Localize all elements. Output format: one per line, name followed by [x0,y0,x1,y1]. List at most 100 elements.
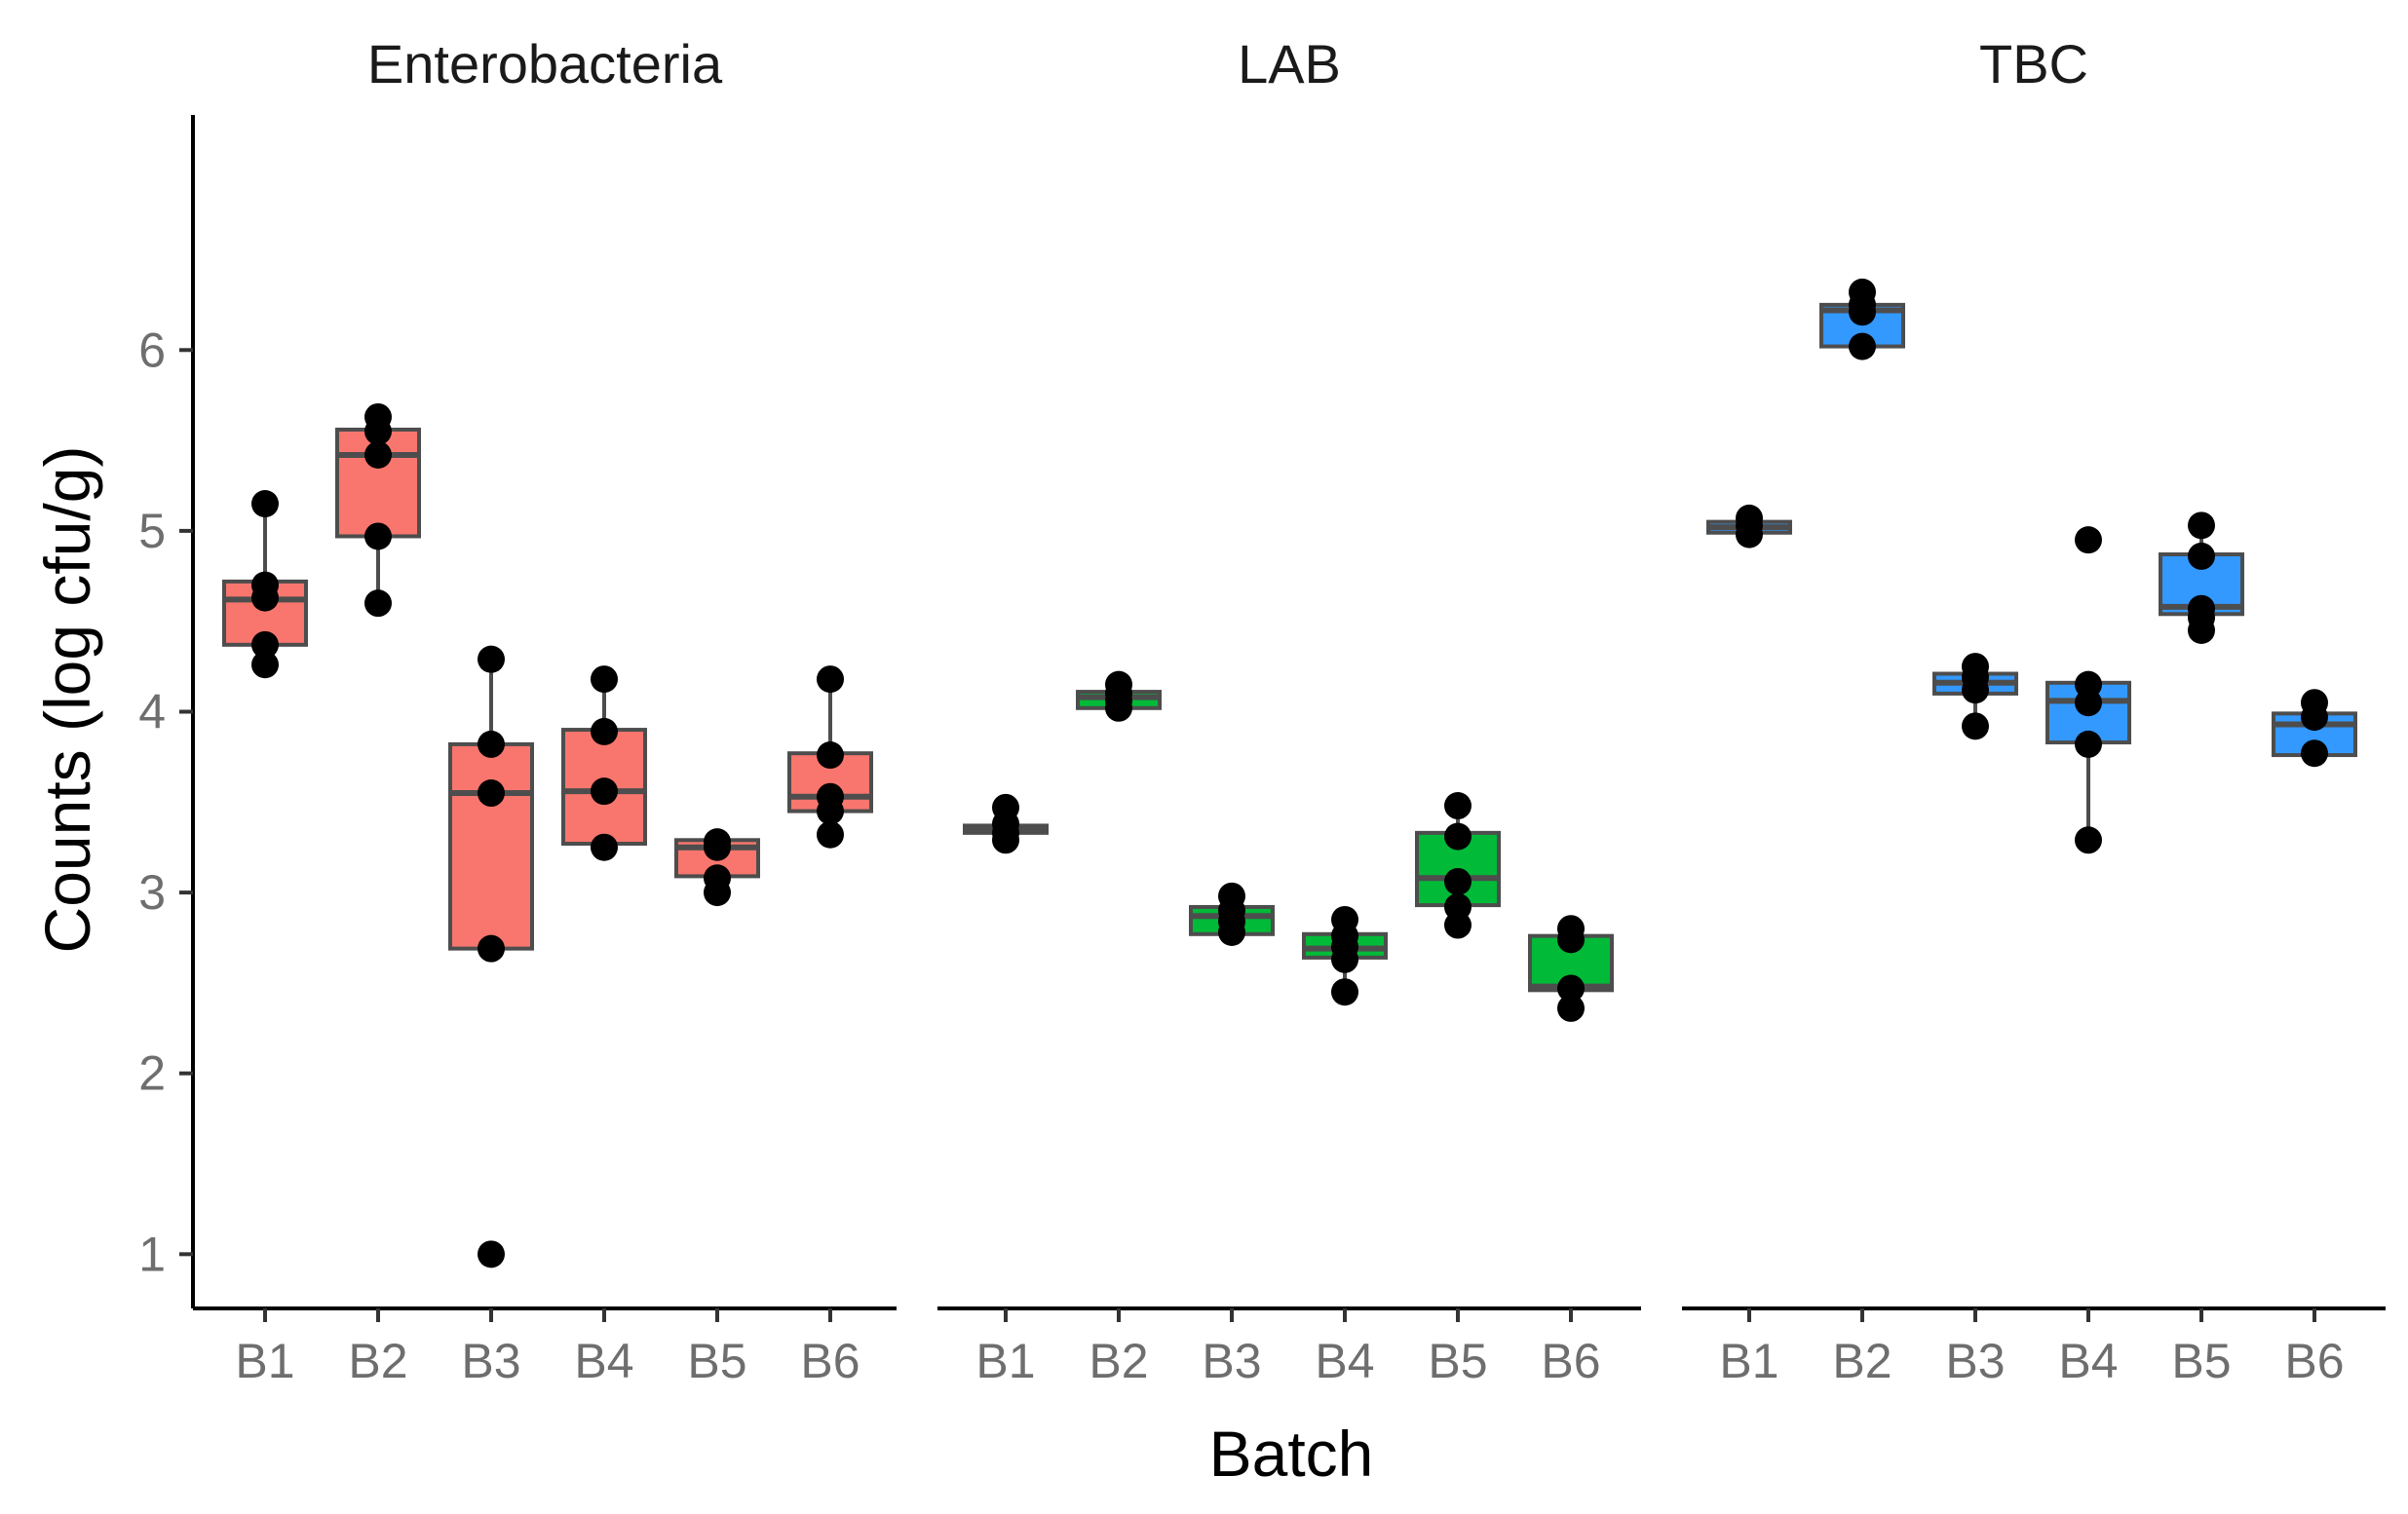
data-point [1557,926,1585,954]
x-tick-label: B2 [1832,1334,1892,1388]
x-tick-label: B5 [2171,1334,2231,1388]
data-point [1331,945,1358,973]
box-b3 [1932,653,2018,740]
y-tick-label: 1 [138,1227,166,1281]
data-point [251,584,279,612]
data-point [1218,918,1245,946]
x-tick-label: B1 [975,1334,1035,1388]
data-point [364,417,392,445]
data-point [1444,867,1472,895]
data-point [364,440,392,469]
box-b2 [335,402,421,618]
data-point [1962,712,1989,740]
x-tick-label: B1 [235,1334,294,1388]
x-tick-label: B5 [687,1334,746,1388]
data-point [817,741,844,770]
data-point [591,833,618,861]
facet-panel: Enterobacteria B1 B2 B3 B4 B5 B6 [193,33,897,1388]
data-point [478,645,505,673]
y-tick-label: 3 [138,865,166,920]
box-b1 [222,490,308,679]
data-point [2075,526,2102,554]
data-point [364,589,392,618]
y-tick-label: 6 [138,322,166,377]
data-point [2075,730,2102,758]
data-point [1331,978,1358,1006]
box-b6 [2272,689,2357,768]
box-b2 [1819,278,1905,360]
x-tick-label: B4 [2058,1334,2118,1388]
data-point [591,665,618,694]
x-tick-label: B6 [2284,1334,2344,1388]
y-axis: 1 2 3 4 5 6 [138,115,195,1308]
y-tick-label: 5 [138,504,166,558]
data-point [478,779,505,808]
facet-title: LAB [1238,33,1341,95]
data-point [1444,822,1472,851]
box [448,741,534,951]
x-tick-label: B2 [348,1334,407,1388]
facet-title: TBC [1979,33,2088,95]
data-point [992,826,1019,854]
data-point [1444,792,1472,820]
box-b6 [787,665,873,849]
data-point [1105,694,1132,722]
box-b5 [1415,792,1501,939]
data-point [1849,332,1876,360]
data-point [1557,994,1585,1022]
data-point [591,777,618,806]
x-tick-label: B4 [1315,1334,1374,1388]
data-point [251,651,279,679]
box-b1 [963,793,1049,854]
data-point [2075,689,2102,717]
data-point [1557,974,1585,1003]
data-point [2301,739,2328,768]
x-tick-label: B3 [461,1334,520,1388]
y-tick-label: 2 [138,1046,166,1101]
box-b1 [1706,504,1792,549]
box-b4 [1302,905,1388,1006]
data-point [1736,520,1763,549]
y-tick-label: 4 [138,685,166,739]
data-point [364,522,392,550]
x-tick-label: B3 [1202,1334,1261,1388]
y-axis-title: Counts (log cfu/g) [31,446,103,954]
data-point [2301,703,2328,732]
data-point [817,820,844,849]
box-b3 [1189,882,1275,946]
data-point [478,730,505,758]
x-tick-label: B6 [1541,1334,1600,1388]
data-point [2188,542,2215,570]
data-point [478,934,505,963]
facet-panel: LAB B1 B2 B3 B4 B5 B6 [937,33,1641,1388]
data-point [704,879,731,907]
box-b6 [1528,915,1614,1022]
data-point [251,490,279,518]
x-tick-label: B2 [1089,1334,1148,1388]
x-axis-title: Batch [1209,1418,1374,1490]
data-point [704,833,731,861]
data-point [2188,616,2215,644]
x-tick-label: B6 [800,1334,860,1388]
box-b4 [561,665,647,861]
box-b3 [448,645,534,1268]
data-point [2188,511,2215,540]
box-b5 [2159,511,2244,644]
x-tick-label: B5 [1428,1334,1487,1388]
facet-panel: TBC B1 B2 B3 B4 B5 B6 [1682,33,2386,1388]
box-b4 [2045,526,2131,854]
facets-layer: 1 2 3 4 5 6 Enterobacteria B1 B2 B3 B4 B5 B6 LAB B1 B2 B… [138,33,2386,1388]
x-tick-label: B1 [1719,1334,1778,1388]
x-tick-label: B4 [574,1334,633,1388]
data-point [2075,826,2102,854]
data-point [251,630,279,659]
box-b5 [674,828,760,907]
data-point [1849,298,1876,326]
data-point [478,1240,505,1268]
data-point [817,797,844,825]
data-point [591,717,618,745]
x-tick-label: B3 [1945,1334,2005,1388]
data-point [1444,911,1472,939]
